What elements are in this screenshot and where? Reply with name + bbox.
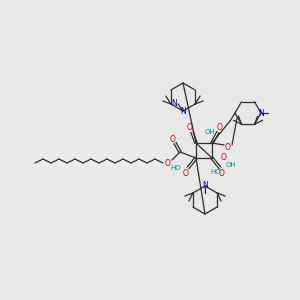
Text: N: N [202, 182, 208, 190]
Text: O: O [165, 158, 171, 167]
Text: O: O [183, 169, 189, 178]
Text: HO: HO [171, 165, 181, 171]
Text: O: O [217, 124, 223, 133]
Text: O: O [225, 142, 231, 152]
Text: N: N [258, 109, 264, 118]
Text: OH: OH [205, 129, 215, 135]
Text: N: N [171, 98, 177, 107]
Text: HO: HO [211, 169, 221, 175]
Text: O: O [187, 122, 193, 131]
Text: OH: OH [226, 162, 236, 168]
Text: O: O [221, 154, 227, 163]
Text: O: O [219, 169, 225, 178]
Text: O: O [170, 134, 176, 143]
Text: N: N [180, 106, 186, 116]
